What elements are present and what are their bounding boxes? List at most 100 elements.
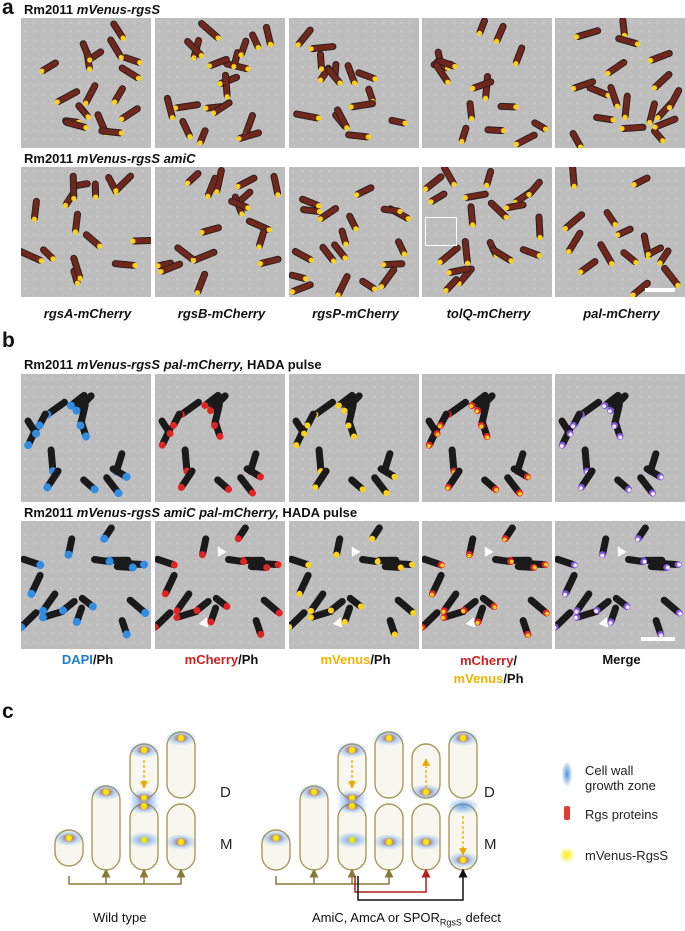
caption-merge: Merge	[602, 652, 641, 667]
strain-prefix: Rm2011	[24, 151, 77, 166]
legend-line1: Cell wall	[585, 763, 634, 778]
scale-bar	[645, 288, 675, 292]
mcherry-text: mCherry	[184, 652, 239, 667]
micrograph-b2-4	[422, 521, 552, 649]
micrograph-b2-3	[289, 521, 419, 649]
schematic-diagram	[53, 730, 479, 901]
micrograph-a2-2	[155, 167, 285, 297]
mvenus-dot	[385, 734, 393, 742]
mvenus-dot	[102, 788, 110, 796]
micrograph-a2-5	[555, 167, 685, 297]
legend-line2: growth zone	[585, 778, 656, 793]
df-arrow-red	[354, 868, 431, 893]
mvenus-dot	[177, 838, 185, 846]
legend-cell-wall: Cell wall growth zone	[585, 763, 656, 793]
strain-genotype: mVenus-rgsS amiC	[76, 151, 196, 166]
micrograph-a1-4	[422, 18, 552, 148]
strain-prefix: Rm2011	[24, 2, 77, 17]
strain-genotype: mVenus-rgsS amiC pal-mCherry,	[76, 505, 279, 520]
panel-a-label: a	[2, 0, 14, 19]
wt-cell-1	[53, 829, 85, 867]
caption-rgsP: rgsP-mCherry	[312, 306, 399, 321]
ph-text: /Ph	[238, 652, 259, 667]
mvenus-text: mVenus	[320, 652, 371, 667]
micrograph-b2-2	[155, 521, 285, 649]
caption-mcherry-ph: mCherry/Ph	[155, 652, 288, 667]
mvenus-dot	[348, 746, 356, 754]
micrograph-a1-5	[555, 18, 685, 148]
df-cell-2	[298, 784, 330, 871]
mvenus-dot	[272, 834, 280, 842]
defect-suffix: defect	[461, 910, 501, 925]
ph-text: /Ph	[370, 652, 391, 667]
df-cell-5m	[410, 803, 442, 871]
strain-prefix: Rm2011	[24, 505, 77, 520]
strain-suffix: HADA pulse	[243, 357, 322, 372]
panel-b-row2-strain: Rm2011 mVenus-rgsS amiC pal-mCherry, HAD…	[24, 505, 357, 520]
scale-bar	[641, 637, 675, 641]
panel-b-row1-strain: Rm2011 mVenus-rgsS pal-mCherry, HADA pul…	[24, 357, 322, 372]
wt-cell-3m	[128, 798, 160, 871]
wt-cell-3d	[128, 742, 160, 806]
micrograph-b2-1	[21, 521, 151, 649]
mvenus-dot	[459, 856, 467, 864]
legend-icons	[559, 762, 575, 863]
mvenus-dot	[65, 834, 73, 842]
df-cell-3m	[336, 798, 368, 871]
df-cell-4d	[373, 730, 405, 799]
mvenus-dot	[177, 734, 185, 742]
panel-a-row1-strain: Rm2011 mVenus-rgsS	[24, 2, 160, 17]
caption-combined: mCherry/ mVenus/Ph	[422, 652, 555, 688]
mvenus-dot	[385, 838, 393, 846]
growth-zone	[447, 798, 479, 814]
strain-genotype: mVenus-rgsS	[76, 2, 161, 17]
mvenus-icon	[559, 847, 575, 863]
inset-box	[425, 217, 457, 246]
micrograph-b1-1	[21, 374, 151, 502]
micrograph-b2-5	[555, 521, 685, 649]
combo-mvenus: mVenus	[453, 671, 504, 686]
combo-slash: /	[513, 653, 518, 668]
defect-prefix: AmiC, AmcA or SPOR	[312, 910, 440, 925]
micrograph-a2-3	[289, 167, 419, 297]
rgs-protein-icon	[564, 806, 570, 820]
mvenus-dot	[310, 788, 318, 796]
ph-text: /Ph	[92, 652, 114, 667]
micrograph-b1-5	[555, 374, 685, 502]
wt-arrow-2	[106, 868, 149, 885]
defect-sub: RgsS	[439, 917, 462, 928]
panel-a-row2-strain: Rm2011 mVenus-rgsS amiC	[24, 151, 196, 166]
caption-mvenus-ph: mVenus/Ph	[289, 652, 422, 667]
caption-tolQ: tolQ-mCherry	[446, 306, 531, 321]
defect-label: AmiC, AmcA or SPORRgsS defect	[312, 910, 501, 928]
legend-mvenus: mVenus-RgsS	[585, 848, 669, 863]
micrograph-b1-2	[155, 374, 285, 502]
label-M-wt: M	[220, 836, 233, 853]
wild-type-label: Wild type	[93, 910, 147, 925]
mvenus-dot	[140, 802, 148, 810]
micrograph-a2-1	[21, 167, 151, 297]
strain-suffix: HADA pulse	[278, 505, 358, 520]
df-arrow-2	[314, 868, 357, 885]
caption-rgsA: rgsA-mCherry	[43, 306, 132, 321]
df-cell-4m	[373, 803, 405, 871]
label-M-defect: M	[484, 836, 497, 853]
strain-genotype: mVenus-rgsS pal-mCherry,	[76, 357, 244, 372]
df-cell-3d	[336, 742, 368, 806]
panel-b-label: b	[2, 329, 15, 352]
micrograph-b1-4	[422, 374, 552, 502]
mvenus-dot	[459, 734, 467, 742]
combo-ph: /Ph	[503, 671, 524, 686]
dapi-text: DAPI	[61, 652, 93, 667]
mvenus-dot	[422, 788, 430, 796]
df-arrow-black	[357, 868, 468, 901]
df-cell-5d	[410, 743, 442, 800]
micrograph-a1-3	[289, 18, 419, 148]
cell-wall-icon	[562, 762, 572, 786]
strain-prefix: Rm2011	[24, 357, 77, 372]
micrograph-b1-3	[289, 374, 419, 502]
panel-c-label: c	[2, 700, 14, 723]
label-D-wt: D	[220, 784, 231, 801]
df-cell-1	[260, 829, 292, 871]
mvenus-dot	[348, 836, 356, 844]
